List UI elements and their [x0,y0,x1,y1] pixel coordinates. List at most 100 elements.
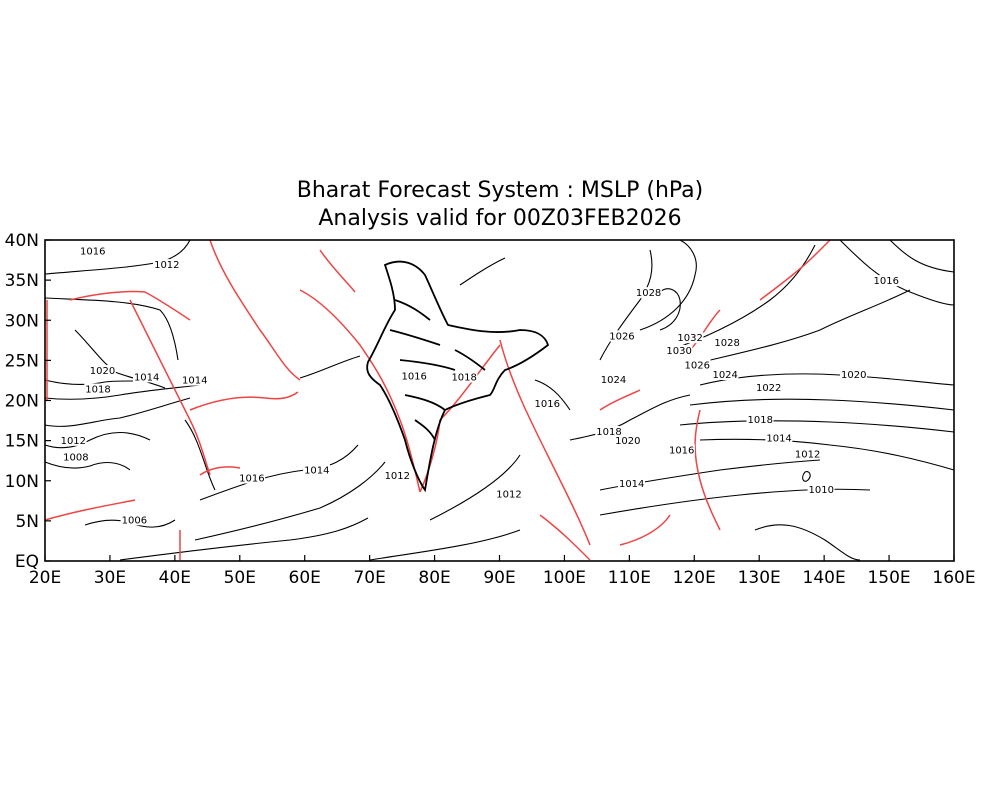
isobar-label: 1012 [795,449,820,460]
isobar-label: 1012 [61,436,86,447]
isobar-label-bg [599,373,627,385]
isobar-label-bg [400,370,428,382]
y-tick-label: EQ [15,552,39,572]
isobar-label-bg [495,488,523,500]
isobar-label: 1024 [601,375,626,386]
isobar-label: 1014 [134,372,159,383]
isobar-label-bg [667,444,695,456]
isobar-label-bg [383,470,411,482]
isobar-label: 1026 [685,360,710,371]
isobar-label: 1016 [239,474,264,485]
isobar-label: 1016 [80,246,105,257]
isobar-label: 1014 [304,466,329,477]
isobar-label-bg [238,472,266,484]
x-tick-label: 100E [543,568,586,588]
isobar-label: 1012 [385,471,410,482]
isobar-label: 1010 [809,485,834,496]
isobar-label-bg [533,397,561,409]
isobar-label-bg [676,332,704,344]
isobar-label-bg [872,275,900,287]
isobar-label: 1018 [596,427,621,438]
isobar-label-bg [634,287,662,299]
isobar-label-bg [595,426,623,438]
isobar-label: 1024 [712,370,737,381]
map-plot-area: 1016 1012 1020 1014 1014 1018 1012 1008 1006 1016… [44,239,955,561]
x-tick-label: 150E [867,568,910,588]
isobar-label: 1012 [154,260,179,271]
isobar-label-bg [303,464,331,476]
isobar-label: 1016 [401,372,426,383]
isobar-label: 1016 [535,399,560,410]
x-tick-label: 80E [418,568,450,588]
isobar-label: 1016 [873,276,898,287]
isobar-label: 1014 [182,376,207,387]
isobar-label: 1016 [669,445,694,456]
y-tick-label: 15N [5,432,39,452]
isobar-label-bg [153,259,181,271]
x-tick-label: 50E [224,568,256,588]
x-tick-label: 130E [738,568,781,588]
isobar-label-bg [683,359,711,371]
isobar-label-bg [62,451,90,463]
isobar-label-bg [713,336,741,348]
isobar-label: 1028 [714,338,739,349]
coastline-lines [44,239,831,561]
isobar-label: 1018 [85,384,110,395]
isobar-label: 1012 [496,490,521,501]
isobar-label: 1022 [756,383,781,394]
isobar-label-bg [793,448,821,460]
longitude-axis: 20E 30E 40E 50E 60E 70E 80E 90E 100E 110E 120E 130E… [29,555,976,588]
isobar-label: 1014 [766,433,791,444]
isobar-label-bg [84,383,112,395]
isobar-label: 1018 [451,372,476,383]
isobar-label: 1028 [636,288,661,299]
isobar-label-bg [807,483,835,495]
isobar-label-bg [59,434,87,446]
map-title: Bharat Forecast System : MSLP (hPa) [297,178,704,203]
y-tick-label: 30N [5,311,39,331]
isobar-label: 1018 [748,415,773,426]
isobar-label: 1006 [122,515,147,526]
isobar-label-bg [746,413,774,425]
x-tick-label: 20E [29,568,61,588]
x-tick-label: 40E [159,568,191,588]
x-tick-label: 120E [673,568,716,588]
isobar-label: 1020 [90,366,115,377]
isobar-label-bg [120,514,148,526]
isobar-lines [44,239,955,561]
isobar-label: 1030 [666,346,691,357]
isobar-label-bg [617,478,645,490]
india-boundary-lines [366,260,550,493]
latitude-axis: EQ 5N 10N 15N 20N 25N 30N 35N 40N [5,231,51,572]
isobar-label-layer: 1016 1012 1020 1014 1014 1018 1012 1008 1006 1016… [59,245,900,526]
isobar-label-bg [765,432,793,444]
isobar-label-bg [754,381,782,393]
x-tick-label: 30E [94,568,126,588]
y-tick-label: 20N [5,392,39,412]
y-tick-label: 5N [15,512,39,532]
y-tick-label: 35N [5,271,39,291]
isobar-label: 1026 [609,332,634,343]
map-subtitle: Analysis valid for 00Z03FEB2026 [318,206,681,231]
isobar-label-bg [608,330,636,342]
x-tick-label: 160E [932,568,975,588]
isobar-label-bg [711,369,739,381]
isobar-label-bg [88,365,116,377]
x-tick-label: 140E [803,568,846,588]
y-tick-label: 10N [5,472,39,492]
x-tick-label: 110E [608,568,651,588]
x-tick-label: 70E [353,568,385,588]
isobar-label-bg [450,371,478,383]
isobar-label: 1008 [63,453,88,464]
isobar-label-bg [665,344,693,356]
isobar-label-bg [614,434,642,446]
x-tick-label: 90E [483,568,515,588]
isobar-label: 1032 [677,333,702,344]
x-tick-label: 60E [289,568,321,588]
y-tick-label: 25N [5,351,39,371]
isobar-label-bg [180,374,208,386]
isobar-label: 1020 [841,370,866,381]
y-tick-label: 40N [5,231,39,251]
isobar-label-bg [79,245,107,257]
